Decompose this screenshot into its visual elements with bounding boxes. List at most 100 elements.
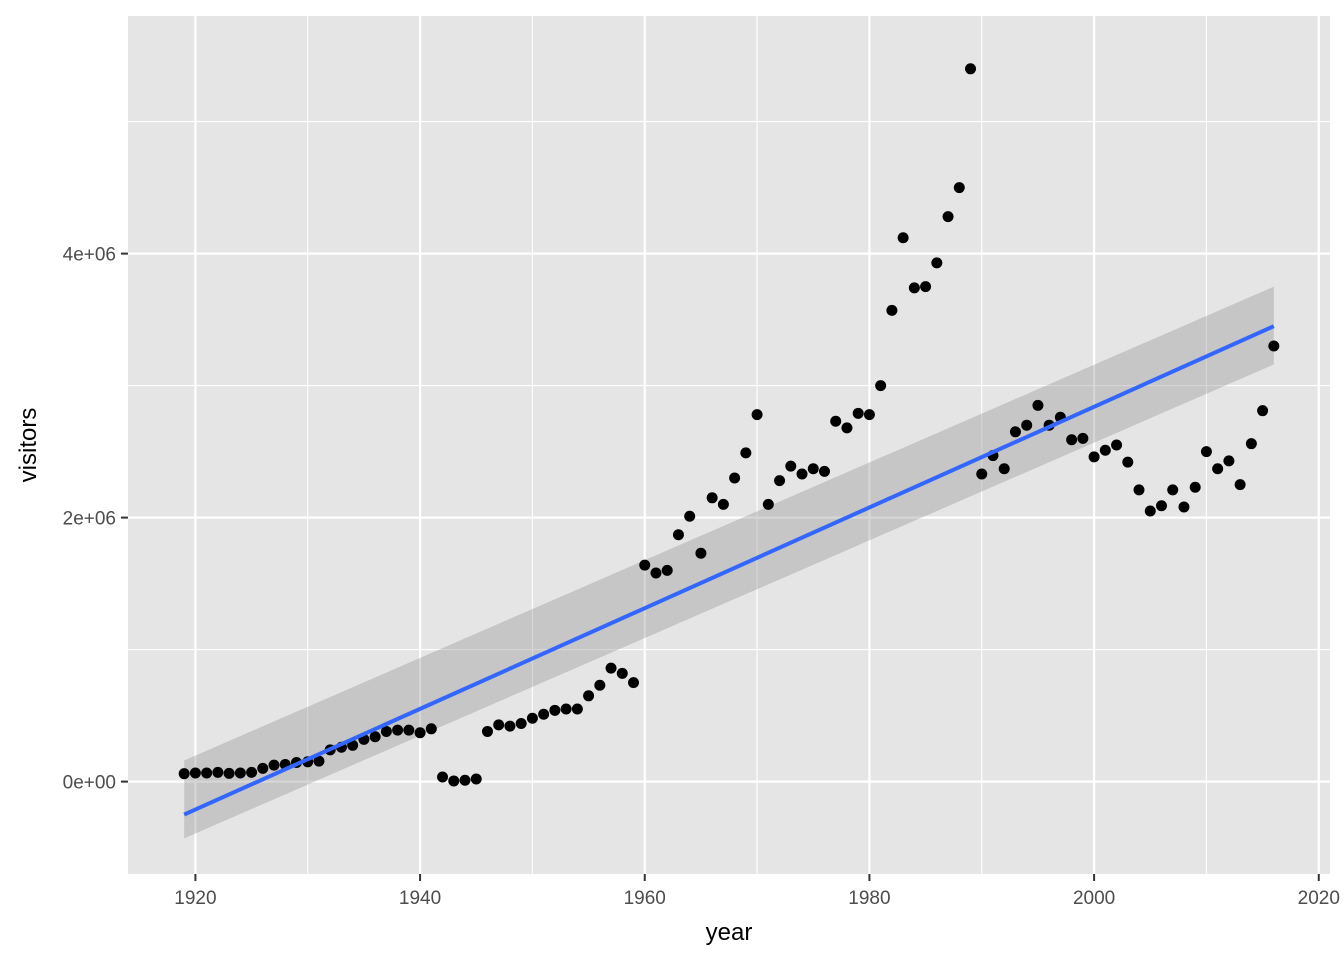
x-axis-title: year [706,919,753,946]
data-point [605,662,617,674]
data-point [459,774,471,786]
data-point [751,409,763,421]
data-point [257,762,269,774]
data-point [1088,451,1100,463]
data-point [1021,419,1033,431]
data-point [549,704,561,716]
data-point [953,182,965,194]
data-point [189,767,201,779]
x-tick-label: 1940 [399,888,441,909]
x-tick-label: 1920 [174,888,216,909]
data-point [762,498,774,510]
data-point [178,768,190,780]
data-point [639,559,651,571]
data-point [414,727,426,739]
regression-line [183,324,1275,817]
data-point [942,211,954,223]
data-point [1144,505,1156,517]
data-point [246,766,258,778]
data-point [234,767,246,779]
data-point [1032,399,1044,411]
data-point [504,720,516,732]
data-point [403,724,415,736]
y-axis-title: visitors [15,408,42,483]
x-tick-label: 1980 [848,888,890,909]
data-point [448,775,460,787]
data-point [875,380,887,392]
data-point [481,725,493,737]
y-tick-label: 0e+00 [63,773,116,794]
data-point [571,703,583,715]
data-point [437,771,449,783]
data-point [425,723,437,735]
data-point [1155,500,1167,512]
data-point [998,463,1010,475]
data-point [740,447,752,459]
data-point [526,712,538,724]
data-point [818,465,830,477]
data-point [515,718,527,730]
data-point [1212,463,1224,475]
data-point [1167,484,1179,496]
y-tick-label: 2e+06 [63,509,116,530]
x-tick-label: 2020 [1298,888,1340,909]
data-point [931,257,943,269]
data-point [1200,446,1212,458]
plot-panel [128,16,1330,874]
data-point [380,725,392,737]
data-point [807,463,819,475]
data-point [897,232,909,244]
data-point [976,468,988,480]
data-point [616,667,628,679]
data-point [1111,439,1123,451]
data-point [347,739,359,751]
data-point [493,719,505,731]
data-point [886,304,898,316]
data-point [1099,444,1111,456]
data-point [628,677,640,689]
x-tick-label: 1960 [624,888,666,909]
data-point [841,422,853,434]
grid-minor [128,16,1330,874]
data-point [695,547,707,559]
data-point [684,510,696,522]
data-point [223,767,235,779]
x-axis: 1920 1940 1960 1980 2000 2020 [174,874,1340,909]
data-point [583,690,595,702]
data-points [178,63,1280,787]
data-point [852,407,864,419]
data-point [863,409,875,421]
data-point [965,63,977,75]
data-point [920,281,932,293]
data-point [313,755,325,767]
data-point [706,492,718,504]
data-point [908,282,920,294]
x-tick-label: 2000 [1073,888,1115,909]
data-point [1066,434,1078,446]
data-point [785,460,797,472]
data-point [672,529,684,541]
data-point [369,731,381,743]
data-point [1178,501,1190,513]
y-axis: 0e+00 2e+06 4e+06 [63,245,128,794]
data-point [1133,484,1145,496]
data-point [560,703,572,715]
data-point [796,468,808,480]
data-point [1268,340,1280,352]
y-tick-label: 4e+06 [63,245,116,266]
data-point [1009,426,1021,438]
data-point [717,498,729,510]
data-point [1189,481,1201,493]
data-point [212,766,224,778]
data-point [201,767,213,779]
data-point [650,567,662,579]
data-point [538,708,550,720]
data-point [729,472,741,484]
data-point [392,724,404,736]
data-point [1223,455,1235,467]
confidence-ribbon [184,286,1274,839]
data-point [661,564,673,576]
data-point [1257,405,1269,417]
data-point [1122,456,1134,468]
